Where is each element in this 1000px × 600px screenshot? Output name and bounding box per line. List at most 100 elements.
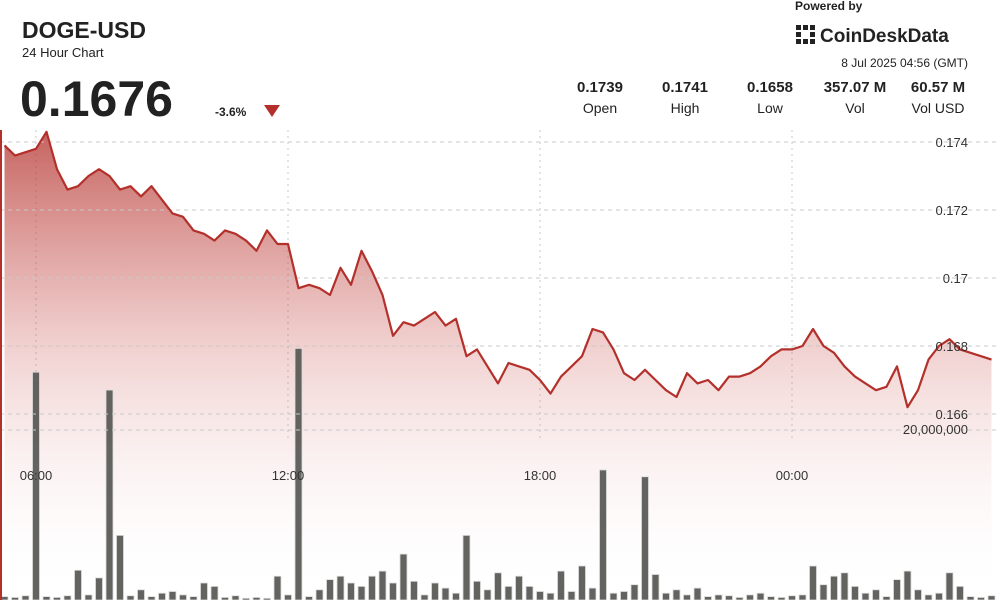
volume-bar [95,577,103,600]
volume-bar [672,589,681,600]
volume-bar [189,596,198,600]
volume-bar [651,574,660,600]
y-tick-label: 0.17 [943,271,968,286]
change: -3.6% [215,105,247,119]
brand-icon [796,25,815,44]
volume-bar [105,389,114,600]
powered-by: Powered by [795,0,863,13]
volume-bar [305,596,313,600]
volume-bar [231,595,240,600]
volume-bar [84,594,93,600]
volume-bar [473,580,481,600]
volume-bar [641,476,649,600]
volume-bar [872,589,880,600]
volume-bar [567,591,576,600]
stat-label: Low [757,100,784,116]
price-area [4,131,992,600]
volume-bar [662,592,670,600]
y2-tick-label: 20,000,000 [903,422,968,437]
volume-bar [903,570,912,600]
volume-bar [882,596,891,600]
volume-bar [452,592,460,600]
x-tick-label: 00:00 [776,468,809,483]
volume-bar [389,582,397,600]
stat-value: 0.1658 [747,79,793,96]
volume-bar [935,592,943,600]
volume-bar [200,582,208,600]
volume-bar [914,589,922,600]
volume-bar [830,575,838,600]
volume-bar [441,587,450,600]
volume-bar [966,596,975,600]
volume-bar [158,592,166,600]
volume-bar [557,570,565,600]
stat-value: 0.1739 [577,79,623,96]
volume-bar [725,595,733,600]
volume-bar [0,596,9,600]
volume-bar [767,596,775,600]
volume-bar [273,575,282,600]
y-tick-label: 0.166 [935,407,968,422]
volume-bar [693,587,702,600]
volume-bar [756,592,765,600]
volume-bar [704,596,712,600]
volume-bar [410,580,418,600]
volume-bar [525,586,534,600]
volume-bar [840,572,849,600]
volume-bar [798,594,807,600]
volume-bar [42,596,51,600]
stat-value: 60.57 M [911,79,965,96]
volume-bar [378,570,387,600]
volume-bar [536,591,544,600]
volume-bar [347,582,355,600]
volume-bar [357,586,366,600]
volume-bar [63,595,72,600]
volume-bar [809,565,817,600]
volume-bar [578,565,586,600]
volume-bar [588,587,597,600]
volume-bar [431,582,439,600]
volume-bar [137,589,145,600]
volume-bar [746,594,754,600]
volume-bar [294,347,303,600]
volume-bar [851,586,859,600]
price: 0.1676 [20,71,173,127]
brand: CoinDeskData [820,26,949,47]
volume-bar [147,596,156,600]
volume-bar [861,592,870,600]
volume-bar [956,586,964,600]
down-arrow [264,105,280,117]
volume-bar [116,535,124,600]
y-tick-label: 0.172 [935,203,968,218]
volume-bar [221,597,229,600]
volume-bar [210,586,219,600]
volume-bar [252,597,261,600]
subtitle: 24 Hour Chart [22,45,104,60]
volume-bar [945,572,954,600]
volume-bar [777,597,786,600]
stat-value: 0.1741 [662,79,708,96]
volume-bar [819,584,828,600]
timestamp: 8 Jul 2025 04:56 (GMT) [841,56,968,70]
volume-bar [21,595,30,600]
volume-bar [546,592,555,600]
volume-bar [788,595,796,600]
volume-bar [53,597,61,600]
volume-bar [515,575,523,600]
volume-bar [630,584,639,600]
stat-label: High [671,100,700,116]
volume-bar [326,579,334,600]
stat-label: Open [583,100,617,116]
y-tick-label: 0.174 [935,135,968,150]
volume-bar [987,595,996,600]
volume-bar [620,591,628,600]
volume-bar [368,575,376,600]
volume-bar [179,594,187,600]
price-line [3,130,992,409]
stats: 0.1739 Open 0.1741 High 0.1658 Low 357.07 M Vol… [577,79,965,116]
volume-bar [504,586,513,600]
x-tick-label: 06:00 [20,468,53,483]
volume-bar [924,594,933,600]
